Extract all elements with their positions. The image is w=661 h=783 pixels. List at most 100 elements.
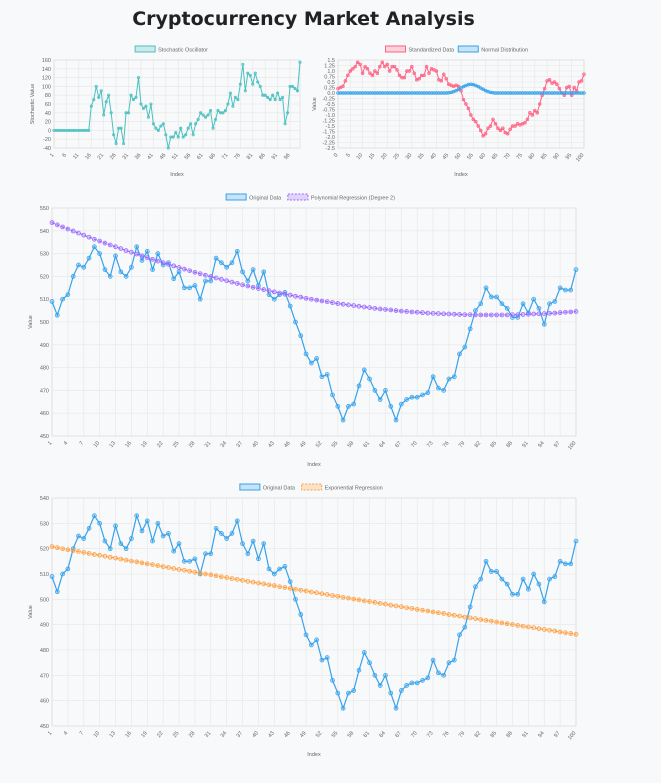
data-point bbox=[298, 60, 302, 64]
data-point bbox=[404, 683, 409, 688]
data-point bbox=[493, 122, 498, 126]
x-tick-label: 30 bbox=[405, 152, 414, 161]
data-point bbox=[530, 113, 535, 117]
data-point bbox=[367, 376, 372, 382]
legend-item: Standardized Data bbox=[385, 45, 455, 54]
x-tick-label: 7 bbox=[79, 730, 86, 736]
x-tick-label: 43 bbox=[267, 440, 276, 449]
x-tick-label: 26 bbox=[109, 152, 118, 161]
data-point bbox=[187, 558, 192, 564]
data-point bbox=[335, 404, 341, 409]
data-point bbox=[398, 688, 404, 693]
x-tick-label: 61 bbox=[363, 730, 372, 739]
data-point bbox=[293, 293, 298, 299]
data-point bbox=[76, 262, 81, 268]
data-point bbox=[287, 579, 293, 584]
data-point bbox=[436, 311, 441, 316]
data-point bbox=[282, 291, 288, 297]
data-point bbox=[197, 570, 203, 576]
data-point bbox=[462, 312, 468, 318]
data-point bbox=[87, 128, 91, 132]
data-point bbox=[363, 64, 367, 69]
legend-item: Original Data bbox=[225, 193, 282, 202]
x-tick-label: 67 bbox=[394, 730, 403, 739]
data-point bbox=[557, 285, 563, 291]
x-tick-label: 55 bbox=[331, 730, 340, 739]
data-point bbox=[113, 523, 118, 529]
data-point bbox=[483, 285, 489, 291]
data-point bbox=[427, 71, 431, 75]
data-point bbox=[410, 64, 414, 69]
data-point bbox=[531, 625, 537, 631]
data-point bbox=[91, 552, 97, 557]
data-point bbox=[356, 667, 362, 673]
data-point bbox=[377, 306, 383, 312]
data-point bbox=[213, 526, 219, 531]
data-point bbox=[70, 548, 76, 554]
data-point bbox=[499, 576, 505, 582]
series-exponential-regression bbox=[49, 544, 579, 637]
data-point bbox=[494, 312, 499, 318]
data-point bbox=[134, 244, 140, 250]
data-point bbox=[166, 261, 171, 267]
data-point bbox=[109, 111, 113, 115]
data-point bbox=[425, 310, 431, 316]
data-point bbox=[97, 95, 101, 99]
data-point bbox=[196, 117, 200, 121]
legend-label: Stochastic Oscillator bbox=[158, 48, 208, 54]
data-point bbox=[219, 531, 224, 536]
data-point bbox=[510, 622, 515, 627]
data-point bbox=[446, 612, 452, 617]
y-tick-label: 80 bbox=[45, 93, 51, 99]
data-point bbox=[457, 613, 462, 619]
legend-label: Standardized Data bbox=[409, 48, 455, 54]
data-point bbox=[139, 258, 145, 263]
series-original-data bbox=[49, 244, 579, 423]
data-point bbox=[324, 372, 330, 377]
data-point bbox=[298, 612, 304, 617]
data-point bbox=[424, 64, 429, 69]
y-tick-label: 460 bbox=[40, 699, 49, 705]
data-point bbox=[69, 128, 73, 132]
data-point bbox=[266, 288, 272, 294]
data-point bbox=[49, 544, 55, 549]
data-point bbox=[155, 520, 161, 526]
data-point bbox=[149, 102, 153, 106]
data-point bbox=[250, 284, 256, 290]
data-point bbox=[488, 569, 494, 574]
data-point bbox=[155, 251, 161, 256]
x-tick-label: 61 bbox=[196, 152, 205, 161]
data-point bbox=[377, 683, 383, 688]
legend-label: Original Data bbox=[263, 486, 296, 492]
x-tick-label: 100 bbox=[567, 440, 578, 451]
data-point bbox=[229, 260, 235, 266]
data-point bbox=[139, 528, 145, 534]
x-tick-label: 46 bbox=[283, 730, 292, 739]
data-point bbox=[250, 579, 256, 585]
data-point bbox=[266, 95, 270, 99]
data-point bbox=[361, 598, 367, 604]
y-tick-label: 520 bbox=[40, 547, 49, 553]
data-point bbox=[557, 629, 563, 635]
x-axis-title: Index bbox=[307, 462, 321, 468]
data-point bbox=[343, 79, 348, 83]
y-tick-label: 120 bbox=[42, 76, 51, 82]
data-point bbox=[81, 232, 87, 238]
y-tick-label: 1.25 bbox=[324, 64, 335, 70]
legend-swatch bbox=[385, 45, 406, 53]
data-point bbox=[107, 93, 111, 97]
data-point bbox=[552, 574, 558, 579]
data-point bbox=[504, 305, 510, 311]
data-point bbox=[208, 109, 213, 113]
x-tick-label: 25 bbox=[172, 440, 181, 449]
data-point bbox=[144, 561, 150, 567]
data-point bbox=[261, 93, 265, 97]
y-tick-label: -2.0 bbox=[326, 135, 335, 141]
data-point bbox=[414, 607, 420, 612]
data-point bbox=[409, 680, 415, 686]
x-tick-label: 94 bbox=[537, 730, 546, 739]
data-point bbox=[356, 303, 362, 309]
data-point bbox=[166, 531, 171, 536]
data-point bbox=[238, 82, 242, 86]
legend-item: Polynomial Regression (Degree 2) bbox=[287, 193, 395, 202]
